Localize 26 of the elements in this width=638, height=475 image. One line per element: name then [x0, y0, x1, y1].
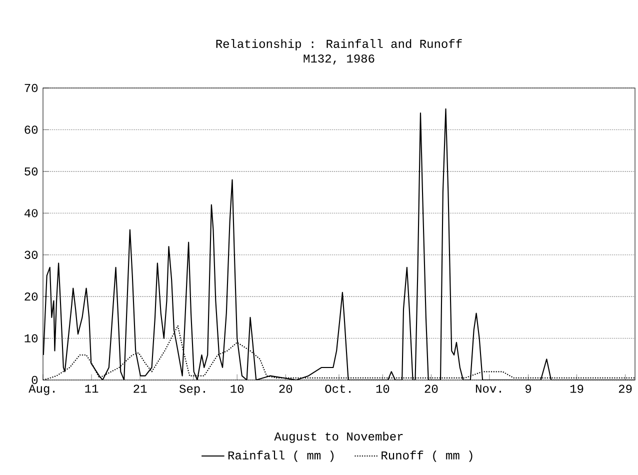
y-tick-label: 0: [32, 376, 38, 384]
y-tick-label: 70: [24, 84, 38, 92]
x-tick-label: Oct.: [325, 384, 350, 393]
x-tick-label: 20: [424, 384, 438, 393]
legend-label: Rainfall ( mm ): [228, 450, 334, 462]
x-tick-label: Sep.: [179, 384, 205, 396]
x-tick-label: Aug.: [28, 384, 54, 396]
x-tick-label: 20: [279, 384, 292, 393]
x-tick-label: 21: [134, 384, 147, 393]
y-tick-label: 30: [24, 250, 38, 259]
y-tick-label: 60: [24, 126, 38, 134]
legend-label: Runoff ( mm ): [382, 450, 472, 462]
y-tick-label: 50: [24, 167, 38, 176]
x-tick-label: 11: [85, 384, 98, 393]
x-tick-label: 29: [618, 384, 632, 393]
chart-title: Relationship : Rainfall and Runoff: [216, 39, 462, 50]
y-tick-label: 20: [24, 292, 38, 301]
y-tick-label: 10: [24, 334, 38, 342]
x-tick-label: 10: [230, 384, 244, 393]
x-tick-label: 10: [376, 384, 390, 393]
x-tick-label: Nov.: [476, 384, 501, 393]
y-tick-label: 40: [24, 209, 38, 218]
chart-subtitle: M132, 1986: [304, 54, 374, 65]
x-tick-label: 19: [570, 384, 584, 393]
x-axis-title: August to November: [274, 432, 403, 443]
x-tick-label: 9: [525, 384, 532, 393]
